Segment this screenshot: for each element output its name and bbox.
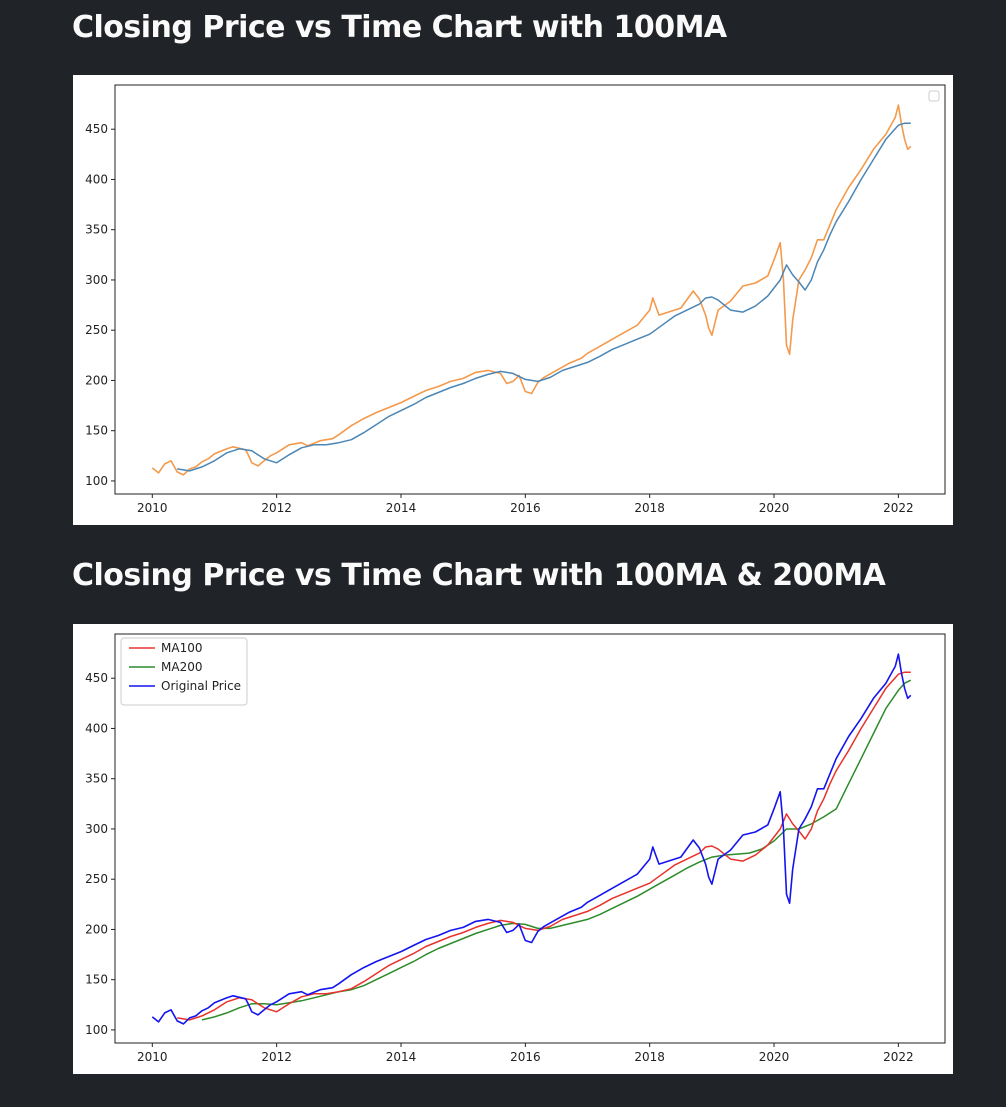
y-tick-label: 150 [85, 973, 108, 987]
y-tick-label: 250 [85, 323, 108, 337]
chart-2-svg: 100 150 200 250 300 350 400 450 2010 2012 2014 2016… [85, 633, 946, 1064]
x-tick-label: 2012 [261, 501, 292, 515]
series-line-ma200 [201, 679, 912, 1021]
y-tick-label: 100 [85, 474, 108, 488]
x-tick-label: 2022 [883, 1050, 914, 1064]
chart-1-figure: 100 150 200 250 300 350 400 450 2010 2012 2014 2016… [73, 75, 953, 525]
legend-label: MA200 [161, 660, 202, 674]
series-line-ma100 [177, 671, 911, 1021]
y-tick-label: 300 [85, 822, 108, 836]
y-tick-label: 400 [85, 721, 108, 735]
plot-frame [114, 84, 946, 495]
x-tick-label: 2012 [261, 1050, 292, 1064]
chart-2-figure: 100 150 200 250 300 350 400 450 2010 2012 2014 2016… [73, 624, 953, 1074]
x-tick-label: 2018 [634, 1050, 665, 1064]
plot-frame [114, 633, 946, 1044]
x-tick-label: 2014 [386, 1050, 417, 1064]
chart-1-title: Closing Price vs Time Chart with 100MA [72, 10, 727, 45]
legend-box [120, 637, 248, 706]
series-line-original-price [151, 653, 912, 1025]
x-tick-label: 2020 [759, 501, 790, 515]
y-tick-label: 350 [85, 772, 108, 786]
x-tick-label: 2014 [386, 501, 417, 515]
y-tick-label: 200 [85, 373, 108, 387]
legend-label: MA100 [161, 641, 202, 655]
y-tick-label: 200 [85, 922, 108, 936]
y-tick-label: 300 [85, 273, 108, 287]
x-tick-label: 2022 [883, 501, 914, 515]
x-tick-label: 2016 [510, 501, 541, 515]
x-tick-label: 2020 [759, 1050, 790, 1064]
chart-1-svg: 100 150 200 250 300 350 400 450 2010 2012 2014 2016… [85, 84, 946, 515]
legend: MA100 MA200 Original Price [120, 637, 248, 706]
y-tick-label: 100 [85, 1023, 108, 1037]
x-tick-label: 2018 [634, 501, 665, 515]
x-tick-label: 2010 [137, 1050, 168, 1064]
series-line-2 [177, 122, 911, 472]
y-tick-label: 250 [85, 872, 108, 886]
chart-2-title: Closing Price vs Time Chart with 100MA &… [72, 558, 886, 593]
x-tick-label: 2010 [137, 501, 168, 515]
y-tick-label: 400 [85, 172, 108, 186]
legend-box-empty [928, 90, 940, 102]
series-line-1 [151, 104, 912, 476]
y-tick-label: 350 [85, 223, 108, 237]
y-tick-label: 150 [85, 424, 108, 438]
y-tick-label: 450 [85, 122, 108, 136]
legend-label: Original Price [161, 679, 241, 693]
x-tick-label: 2016 [510, 1050, 541, 1064]
y-tick-label: 450 [85, 671, 108, 685]
